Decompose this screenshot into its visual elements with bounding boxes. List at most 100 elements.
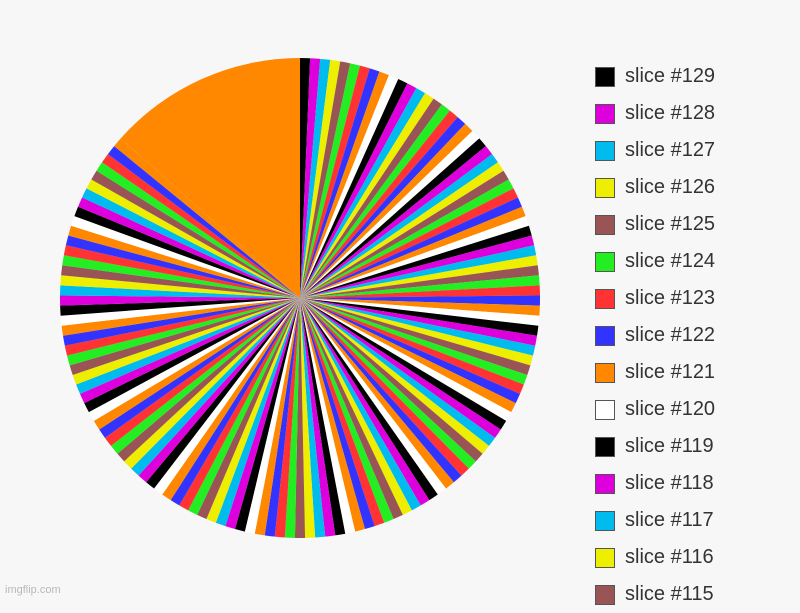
legend-label: slice #125: [625, 213, 716, 235]
pie-slice-100: [88, 298, 301, 421]
pie-slice-57: [300, 298, 469, 476]
pie-slice-62: [300, 298, 430, 506]
pie-slice-42: [300, 298, 538, 346]
pie-slice-31: [300, 225, 532, 298]
legend-item: slice #119: [595, 428, 715, 465]
pie-slice-9: [300, 71, 389, 298]
pie-slice-47: [300, 298, 524, 394]
pie-slice-77: [274, 298, 300, 538]
legend-item: slice #129: [595, 58, 715, 95]
legend-swatch: [595, 140, 615, 161]
pie-slice-83: [215, 298, 300, 527]
pie-slice-129: [114, 138, 300, 298]
pie-slice-101: [84, 298, 300, 413]
pie-slice-110: [60, 298, 301, 326]
pie-slice-61: [300, 298, 438, 501]
legend-label: slice #129: [625, 65, 716, 87]
pie-slice-91: [146, 298, 300, 489]
legend-label: slice #117: [625, 509, 714, 531]
pie-slice-21: [300, 138, 486, 298]
pie-slice-115: [61, 265, 300, 298]
pie-slice-111: [60, 298, 300, 316]
pie-slice-48: [300, 298, 520, 404]
pie-slice-105: [69, 298, 301, 376]
pie-slice-33: [300, 245, 537, 298]
pie-slice-88: [170, 298, 300, 506]
pie-slice-28: [300, 197, 522, 298]
pie-slice-5: [300, 61, 351, 298]
pie-slice-98: [99, 298, 301, 438]
pie-slice-121: [74, 206, 300, 298]
pie-slice-20: [300, 130, 480, 298]
pie-slice-86: [188, 298, 300, 515]
pie-slice-96: [111, 298, 301, 454]
pie-slice-99: [93, 298, 300, 430]
pie-slice-36: [300, 275, 540, 298]
watermark: imgflip.com: [5, 584, 61, 596]
legend-item: slice #117: [595, 502, 715, 539]
pie-slice-39: [300, 298, 540, 316]
pie-slice-109: [61, 298, 300, 336]
pie-slice-45: [300, 298, 531, 376]
pie-slice-76: [284, 298, 300, 538]
pie-slice-1: [300, 58, 311, 298]
legend-swatch: [595, 177, 615, 198]
pie-slice-52: [300, 298, 501, 438]
legend-swatch: [595, 66, 615, 87]
pie-slice-84: [206, 298, 300, 523]
pie-slice-122: [78, 197, 300, 298]
pie-slice-70: [300, 298, 356, 534]
pie-slice-93: [131, 298, 300, 476]
pie-slice-56: [300, 298, 476, 469]
pie-slice-87: [179, 298, 300, 511]
pie-slice-113: [60, 285, 300, 298]
pie-slice-65: [300, 298, 403, 519]
pie-slice-66: [300, 298, 394, 523]
pie-slice-46: [300, 298, 528, 385]
pie-slice-16: [300, 104, 450, 298]
pie-slice-3: [300, 58, 331, 298]
legend-swatch: [595, 510, 615, 531]
pie-slice-24: [300, 162, 504, 298]
pie-slice-64: [300, 298, 412, 515]
legend-item: slice #115: [595, 576, 715, 613]
pie-slice-51: [300, 298, 507, 430]
pie-slice-40: [300, 298, 540, 326]
legend-swatch: [595, 214, 615, 235]
pie-slice-71: [300, 298, 346, 536]
pie-slice-2: [300, 58, 321, 299]
pie-slice-54: [300, 298, 489, 454]
pie-slice-78: [264, 298, 300, 537]
pie-slice-13: [300, 88, 426, 299]
legend-label: slice #124: [625, 250, 716, 272]
pie-slice-11: [300, 79, 408, 298]
pie-slice-108: [62, 298, 301, 346]
legend-item: slice #120: [595, 391, 715, 428]
legend-swatch: [595, 399, 615, 420]
pie-slice-79: [254, 298, 300, 536]
pie-slice-74: [300, 298, 316, 538]
pie-slice-112: [60, 295, 300, 306]
pie-slice-58: [300, 298, 462, 483]
pie-slice-126: [96, 162, 300, 298]
pie-slice-29: [300, 206, 526, 298]
pie-slice-120: [71, 216, 300, 298]
pie-slice-12: [300, 83, 417, 298]
legend-item: slice #116: [595, 539, 715, 576]
pie-slice-23: [300, 154, 498, 298]
pie-slice-67: [300, 298, 385, 527]
pie-slice-118: [65, 235, 300, 298]
legend-swatch: [595, 436, 615, 457]
pie-slice-127: [102, 154, 301, 298]
pie-slice-44: [300, 298, 533, 366]
pie-slice-63: [300, 298, 421, 511]
pie-slice-10: [300, 75, 399, 298]
legend-item: slice #123: [595, 280, 715, 317]
legend-label: slice #128: [625, 102, 716, 124]
pie-slice-60: [300, 298, 446, 495]
pie-slice-90: [154, 298, 300, 495]
pie-slice-53: [300, 298, 496, 446]
pie-slice-7: [300, 65, 370, 298]
pie-slice-89: [162, 298, 300, 501]
legend-item: slice #124: [595, 243, 715, 280]
